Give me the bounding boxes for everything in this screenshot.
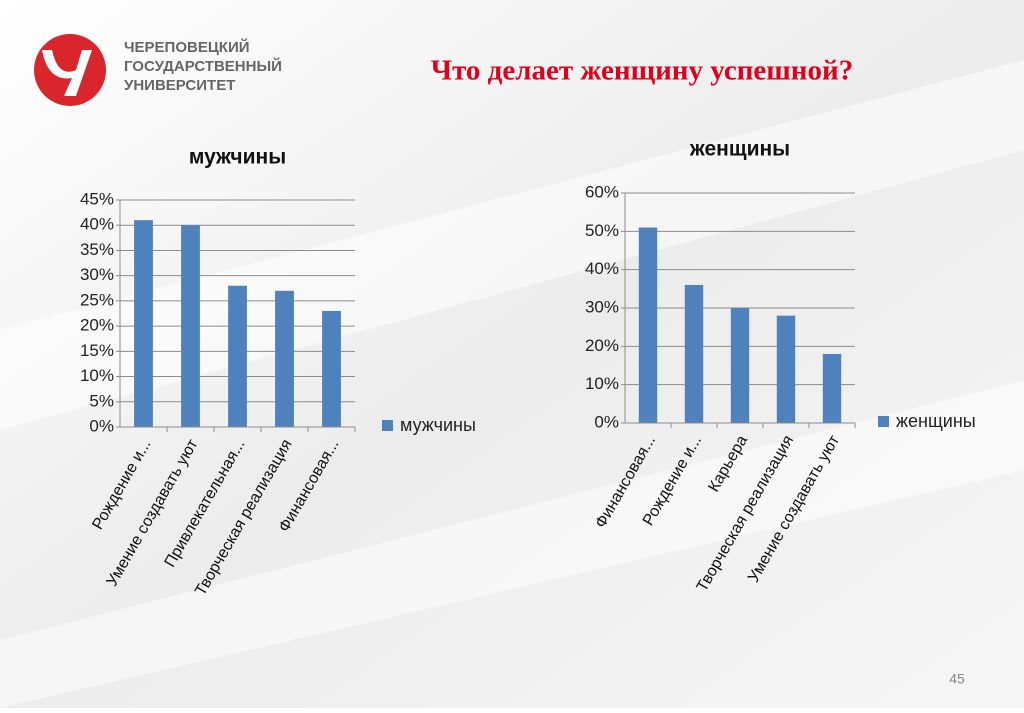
university-name: ЧЕРЕПОВЕЦКИЙ bbox=[124, 38, 250, 56]
legend-swatch bbox=[878, 416, 889, 427]
chart-title: женщины bbox=[689, 138, 790, 161]
y-tick-label: 35% bbox=[80, 240, 114, 259]
bar bbox=[322, 310, 341, 427]
background-stripe bbox=[0, 60, 1024, 430]
y-tick-label: 30% bbox=[585, 297, 619, 316]
legend-label: женщины bbox=[896, 411, 976, 431]
y-tick-label: 20% bbox=[80, 316, 114, 335]
legend-label: мужчины bbox=[400, 415, 476, 435]
bar bbox=[822, 354, 842, 423]
y-tick-label: 30% bbox=[80, 265, 114, 284]
page-number: 45 bbox=[949, 671, 965, 687]
y-tick-label: 10% bbox=[80, 366, 114, 385]
y-tick-label: 40% bbox=[80, 215, 114, 234]
university-name: ГОСУДАРСТВЕННЫЙ bbox=[124, 57, 282, 75]
bar bbox=[181, 225, 200, 427]
university-name: УНИВЕРСИТЕТ bbox=[124, 77, 235, 94]
bar bbox=[776, 315, 796, 423]
slide-title: Что делает женщину успешной? bbox=[431, 55, 853, 87]
y-tick-label: 40% bbox=[585, 259, 619, 278]
y-tick-label: 60% bbox=[585, 182, 619, 201]
y-tick-label: 45% bbox=[80, 189, 114, 208]
bar bbox=[638, 227, 658, 423]
bar bbox=[228, 285, 247, 427]
y-tick-label: 20% bbox=[585, 336, 619, 355]
y-tick-label: 15% bbox=[80, 341, 114, 360]
legend-swatch bbox=[382, 420, 393, 431]
y-tick-label: 0% bbox=[89, 416, 114, 435]
bar bbox=[275, 290, 294, 427]
bar bbox=[730, 308, 750, 423]
y-tick-label: 25% bbox=[80, 290, 114, 309]
y-tick-label: 5% bbox=[89, 391, 114, 410]
background-stripe bbox=[0, 380, 1024, 708]
chart-title: мужчины bbox=[189, 146, 286, 169]
y-tick-label: 0% bbox=[594, 412, 619, 431]
y-tick-label: 50% bbox=[585, 221, 619, 240]
y-tick-label: 10% bbox=[585, 374, 619, 393]
bar bbox=[134, 220, 153, 427]
logo-mark bbox=[42, 50, 92, 96]
bar bbox=[684, 285, 704, 423]
